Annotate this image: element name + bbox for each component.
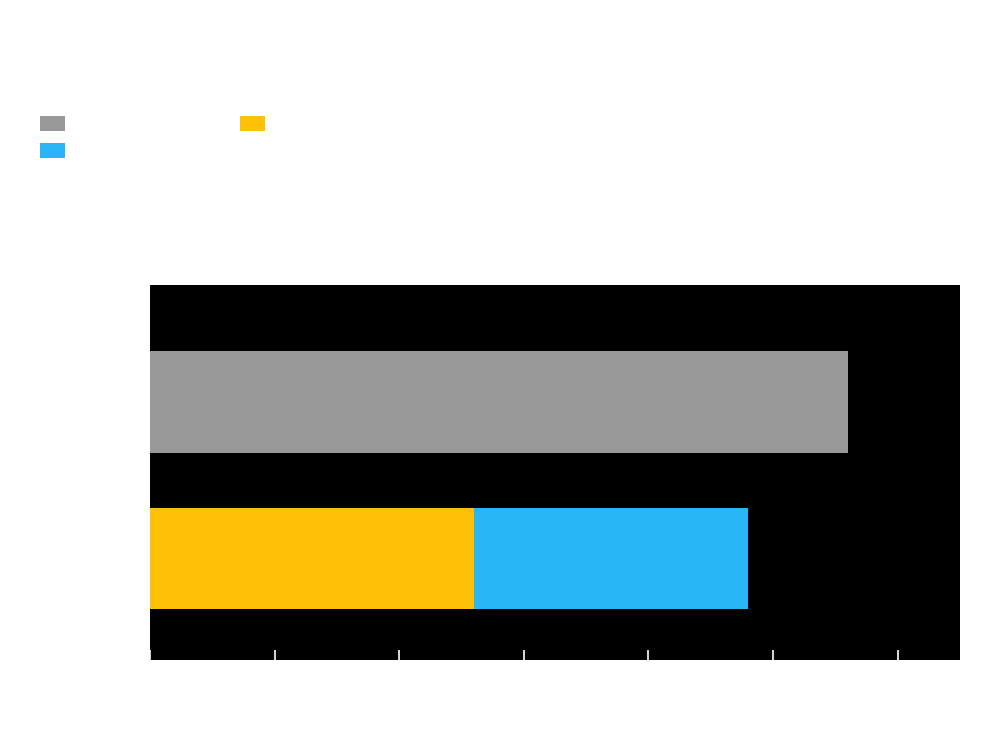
Text: Bloomberg: Bloomberg	[832, 707, 960, 728]
Text: Contribution to economic growth between 4Q 2019 and 2Q 2024: Contribution to economic growth between …	[40, 79, 674, 98]
Text: GDP growth %: GDP growth %	[73, 115, 193, 133]
Bar	[150, 508, 474, 609]
Text: Professional, scientific and technical activties: Professional, scientific and technical a…	[73, 141, 450, 159]
Text: UK Growth Has Hinged on Just Two Industries since 2019: UK Growth Has Hinged on Just Two Industr…	[40, 41, 930, 69]
Bar	[150, 352, 848, 453]
Bar	[474, 508, 748, 609]
X-axis label: Percentage-point contribution: Percentage-point contribution	[420, 694, 690, 712]
Text: Source: Office for National Statistics, Bloomberg: Source: Office for National Statistics, …	[40, 712, 411, 728]
Text: Information and communication: Information and communication	[273, 115, 539, 133]
